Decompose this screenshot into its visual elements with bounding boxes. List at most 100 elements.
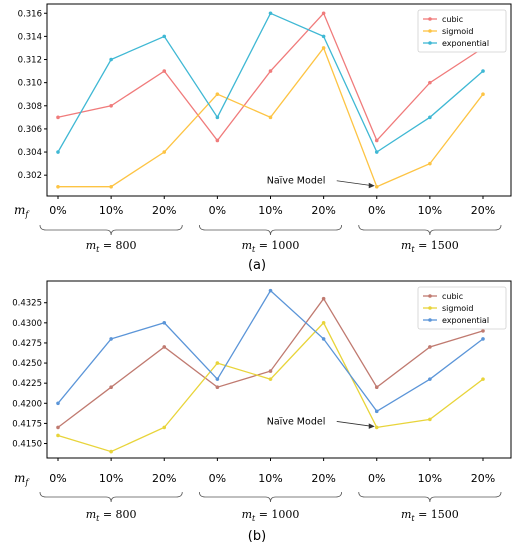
group-label-sub: t xyxy=(252,245,256,254)
legend-marker-sigmoid xyxy=(428,29,432,33)
y-tick-label: 0.4275 xyxy=(12,339,42,349)
group-label-sub: t xyxy=(411,245,415,254)
figure-caption: (b) xyxy=(248,529,266,544)
chart-a: 0.302 0.304 0.306 0.308 0.310 0.312 0.314 0.316… xyxy=(14,3,512,273)
y-tick-label: 0.304 xyxy=(18,148,42,158)
x-tick-label: 0% xyxy=(368,472,385,485)
data-point-cubic xyxy=(56,115,60,120)
y-tick-label: 0.314 xyxy=(18,32,42,42)
data-point-cubic xyxy=(374,385,379,390)
y-tick-label: 0.4325 xyxy=(12,299,42,309)
annotation-arrowhead xyxy=(368,423,375,429)
data-point-cubic xyxy=(109,385,113,390)
data-point-exponential xyxy=(374,150,379,154)
legend: cubic sigmoid exponential xyxy=(417,9,507,53)
group-label: mt = 800 xyxy=(86,508,137,523)
data-point-sigmoid xyxy=(321,46,326,50)
data-point-cubic xyxy=(162,69,167,73)
figure-caption: (a) xyxy=(248,258,266,273)
data-point-exponential xyxy=(56,401,60,406)
data-point-cubic xyxy=(215,138,220,143)
data-point-exponential xyxy=(481,69,485,73)
group-label-eq: = 800 xyxy=(99,508,136,521)
legend-marker-cubic xyxy=(428,17,432,21)
group-label: mt = 800 xyxy=(86,239,137,254)
group-label-var: m xyxy=(401,239,411,252)
data-point-exponential xyxy=(374,409,379,414)
group-label-sub: t xyxy=(252,514,256,523)
y-tick-label: 0.308 xyxy=(18,102,42,112)
data-point-exponential xyxy=(109,337,113,341)
group-label-eq: = 1500 xyxy=(415,239,459,252)
legend-label: cubic xyxy=(442,292,463,301)
data-point-exponential xyxy=(321,337,326,341)
annotation-arrow-line xyxy=(336,180,373,187)
x-tick-label: 10% xyxy=(258,472,282,485)
group-brace xyxy=(198,491,343,503)
data-point-exponential xyxy=(268,11,273,16)
group-brace xyxy=(198,224,343,236)
group-label: mt = 1500 xyxy=(401,239,459,254)
group-label-sub: t xyxy=(96,245,100,254)
data-point-cubic xyxy=(374,138,379,143)
data-point-sigmoid xyxy=(428,161,432,166)
legend-label: sigmoid xyxy=(442,304,473,313)
x-axis-label: mf xyxy=(14,203,30,219)
group-label-var: m xyxy=(242,508,252,521)
legend-frame xyxy=(417,9,507,53)
plot-frame xyxy=(46,3,512,197)
x-tick-label: 10% xyxy=(99,204,123,217)
annotation-arrowhead xyxy=(368,182,375,189)
data-point-exponential xyxy=(428,115,432,120)
data-point-sigmoid xyxy=(215,92,220,97)
x-tick-label: 20% xyxy=(152,204,176,217)
y-tick-label: 0.302 xyxy=(18,171,42,181)
y-tick-label: 0.4225 xyxy=(12,379,42,389)
x-tick-label: 10% xyxy=(418,204,442,217)
group-label-sub: t xyxy=(411,514,415,523)
group-brace xyxy=(358,491,502,503)
legend-label: exponential xyxy=(442,39,489,48)
data-point-cubic xyxy=(428,80,432,85)
legend-marker-cubic xyxy=(428,294,432,298)
x-axis-label-sub: f xyxy=(24,210,30,219)
data-point-sigmoid xyxy=(481,377,485,381)
data-point-sigmoid xyxy=(268,377,273,381)
x-tick-label: 0% xyxy=(209,204,226,217)
data-point-sigmoid xyxy=(56,433,60,438)
x-tick-label: 10% xyxy=(258,204,282,217)
data-point-cubic xyxy=(268,69,273,73)
x-tick-label: 0% xyxy=(49,472,66,485)
x-tick-label: 20% xyxy=(152,472,176,485)
group-label-sub: t xyxy=(96,514,100,523)
legend-label: exponential xyxy=(442,316,489,325)
data-point-exponential xyxy=(215,115,220,120)
data-point-cubic xyxy=(162,345,167,349)
data-point-exponential xyxy=(481,337,485,341)
legend-label: sigmoid xyxy=(442,27,473,36)
group-label-var: m xyxy=(86,239,96,252)
data-point-cubic xyxy=(268,369,273,373)
data-point-exponential xyxy=(215,377,220,381)
x-tick-label: 0% xyxy=(209,472,226,485)
data-point-cubic xyxy=(481,329,485,333)
data-point-sigmoid xyxy=(215,361,220,365)
data-point-sigmoid xyxy=(268,115,273,120)
legend-marker-exponential xyxy=(428,318,432,322)
legend: cubic sigmoid exponential xyxy=(417,286,507,330)
group-brace xyxy=(39,491,183,503)
y-tick-label: 0.4200 xyxy=(12,399,42,409)
data-point-exponential xyxy=(321,34,326,39)
data-point-cubic xyxy=(321,296,326,301)
chart-b: 0.4150 0.4175 0.4200 0.4225 0.4250 0.4275 0.43… xyxy=(12,280,512,544)
data-point-cubic xyxy=(56,425,60,430)
y-tick-label: 0.310 xyxy=(18,79,42,89)
data-point-cubic xyxy=(321,11,326,16)
annotation-label: Naïve Model xyxy=(267,176,326,187)
y-tick-label: 0.4175 xyxy=(12,419,42,429)
data-point-exponential xyxy=(109,57,113,62)
y-tick-label: 0.306 xyxy=(18,125,42,135)
x-tick-label: 20% xyxy=(311,472,335,485)
y-tick-label: 0.4300 xyxy=(12,319,42,329)
